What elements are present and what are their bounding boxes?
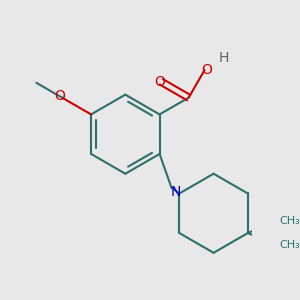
Text: H: H	[218, 51, 229, 65]
Text: O: O	[55, 88, 65, 103]
Text: O: O	[201, 63, 212, 77]
Text: O: O	[154, 75, 165, 89]
Text: N: N	[171, 184, 181, 199]
Text: CH₃: CH₃	[279, 240, 300, 250]
Text: CH₃: CH₃	[279, 216, 300, 226]
